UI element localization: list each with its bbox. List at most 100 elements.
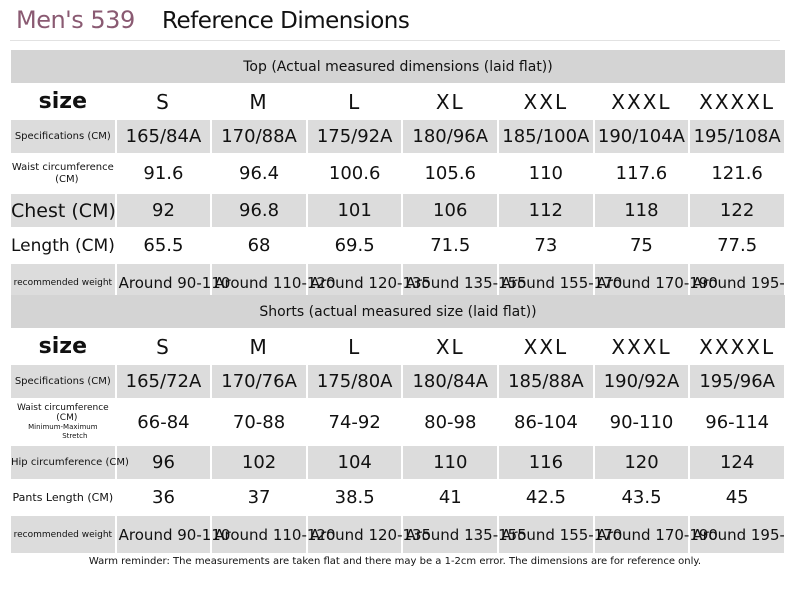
cell: 86-104 — [498, 399, 595, 446]
row-label-line: Minimum-Maximum — [28, 423, 98, 431]
cell: Around 155-170 — [498, 515, 622, 555]
cell: 36 — [115, 480, 213, 516]
cell: 165/84A — [115, 119, 213, 155]
cell: Around 195-21 — [689, 515, 786, 555]
row-label-line: (CM) — [55, 173, 79, 185]
cell: 96-114 — [689, 399, 786, 446]
cell: Around 90-110 — [115, 515, 230, 555]
cell: Around 170-190 — [593, 515, 718, 555]
cell: 92 — [115, 193, 213, 229]
table-row: Length (CM) 65.5 68 69.5 71.5 73 75 77.5 — [11, 228, 786, 264]
cell: 75 — [593, 228, 691, 264]
shorts-section-title-row: Shorts (actual measured size (laid flat)… — [11, 295, 785, 330]
cell: XXXL — [593, 329, 691, 365]
cell: XXXXL — [689, 84, 786, 120]
row-label: size — [11, 84, 117, 120]
cell: 71.5 — [402, 228, 500, 264]
cell: 190/104A — [593, 119, 691, 155]
cell: 100.6 — [306, 154, 404, 194]
cell: 112 — [498, 193, 595, 229]
table-row: size S M L XL XXL XXXL XXXXL — [11, 329, 786, 365]
cell: L — [306, 84, 404, 120]
cell: 101 — [306, 193, 404, 229]
cell: L — [306, 329, 404, 365]
cell: 70-88 — [211, 399, 308, 446]
row-label: Pants Length (CM) — [11, 480, 117, 516]
cell: 96.4 — [211, 154, 308, 194]
table-row: recommended weight Around 90-110 Around … — [11, 515, 786, 555]
cell: 96.8 — [211, 193, 308, 229]
table-row: Waist circumference (CM) Minimum-Maximum… — [11, 399, 786, 446]
cell: M — [211, 84, 308, 120]
cell: 73 — [498, 228, 595, 264]
cell: 195/96A — [689, 364, 786, 400]
table-row: size S M L XL XXL XXXL XXXXL — [11, 84, 786, 120]
row-label: Chest (CM) — [11, 193, 117, 229]
page-title: Reference Dimensions — [162, 8, 410, 34]
cell: 185/100A — [498, 119, 595, 155]
cell: 69.5 — [306, 228, 404, 264]
cell: 175/80A — [306, 364, 404, 400]
cell: S — [115, 84, 213, 120]
cell: 195/108A — [689, 119, 786, 155]
row-label: recommended weight — [11, 515, 117, 555]
cell: 42.5 — [498, 480, 595, 516]
brand-label: Men's 539 — [16, 6, 135, 34]
row-label-line: (CM) — [56, 413, 78, 423]
cell: 104 — [306, 445, 404, 481]
cell: 90-110 — [593, 399, 691, 446]
table-row: Specifications (CM) 165/72A 170/76A 175/… — [11, 364, 786, 400]
header: Men's 539 Reference Dimensions — [0, 0, 790, 46]
cell: 105.6 — [402, 154, 500, 194]
cell: 180/96A — [402, 119, 500, 155]
cell: 38.5 — [306, 480, 404, 516]
table-row: Chest (CM) 92 96.8 101 106 112 118 122 — [11, 193, 786, 229]
cell: XL — [402, 84, 500, 120]
row-label: Length (CM) — [11, 228, 117, 264]
cell: 74-92 — [306, 399, 404, 446]
top-section-title: Top (Actual measured dimensions (laid fl… — [11, 50, 785, 85]
top-size-table: Top (Actual measured dimensions (laid fl… — [11, 50, 786, 303]
cell: 91.6 — [115, 154, 213, 194]
cell: 102 — [211, 445, 308, 481]
row-label: Waist circumference (CM) — [11, 154, 117, 194]
table-row: Waist circumference (CM) 91.6 96.4 100.6… — [11, 154, 786, 194]
cell: S — [115, 329, 213, 365]
cell: 68 — [211, 228, 308, 264]
cell: M — [211, 329, 308, 365]
cell: 106 — [402, 193, 500, 229]
cell: 45 — [689, 480, 786, 516]
cell: 37 — [211, 480, 308, 516]
table-row: Specifications (CM) 165/84A 170/88A 175/… — [11, 119, 786, 155]
cell: Around 110-120 — [211, 515, 336, 555]
row-label-line: Stretch — [62, 432, 88, 440]
cell: 110 — [402, 445, 500, 481]
cell: XXXL — [593, 84, 691, 120]
cell: Around 135-155 — [402, 515, 527, 555]
cell: 80-98 — [402, 399, 500, 446]
cell: 96 — [115, 445, 213, 481]
header-divider — [10, 40, 780, 41]
cell: 165/72A — [115, 364, 213, 400]
shorts-size-table: Shorts (actual measured size (laid flat)… — [11, 295, 786, 555]
cell: 175/92A — [306, 119, 404, 155]
cell: 180/84A — [402, 364, 500, 400]
cell: 110 — [498, 154, 595, 194]
table-row: Hip circumference (CM) 96 102 104 110 11… — [11, 445, 786, 481]
row-label-line: Waist circumference — [16, 403, 109, 413]
cell: 190/92A — [593, 364, 691, 400]
cell: XXL — [498, 329, 595, 365]
cell: 185/88A — [498, 364, 595, 400]
cell: 66-84 — [115, 399, 213, 446]
cell: XL — [402, 329, 500, 365]
cell: Around 120-135 — [306, 515, 431, 555]
shorts-section-title: Shorts (actual measured size (laid flat)… — [11, 295, 785, 330]
row-label: Specifications (CM) — [11, 364, 117, 400]
cell: 43.5 — [593, 480, 691, 516]
cell: 117.6 — [593, 154, 691, 194]
cell: XXL — [498, 84, 595, 120]
cell: 124 — [689, 445, 786, 481]
cell: XXXXL — [689, 329, 786, 365]
footer-note: Warm reminder: The measurements are take… — [88, 556, 702, 567]
cell: 122 — [689, 193, 786, 229]
